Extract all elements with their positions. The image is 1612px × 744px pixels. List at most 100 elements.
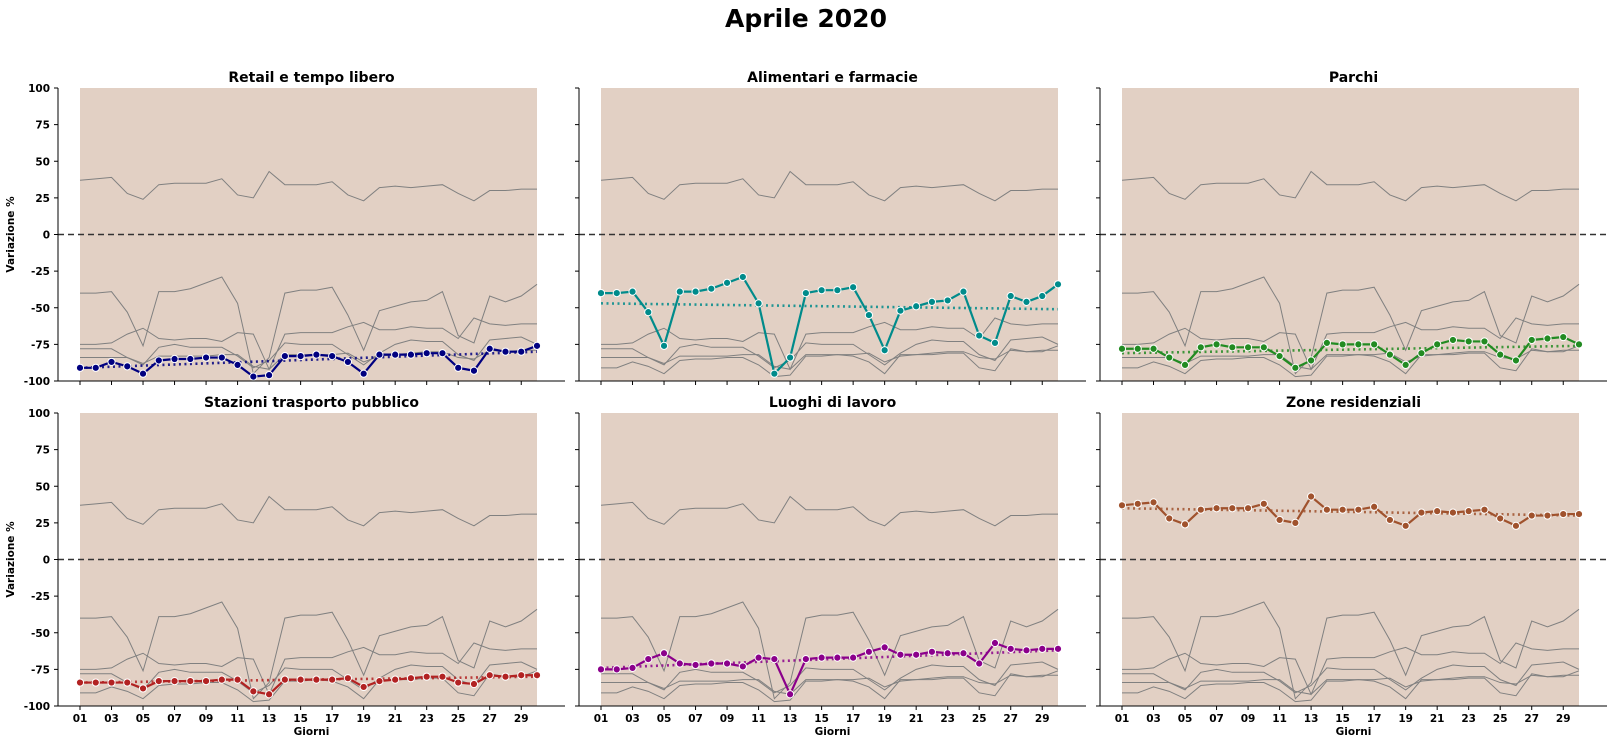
data-point <box>990 338 1000 348</box>
data-point <box>1053 644 1063 653</box>
data-point <box>1038 291 1047 301</box>
x-axis-label: Giorni <box>1336 726 1372 738</box>
data-point <box>786 690 795 699</box>
context-line-2 <box>80 276 538 375</box>
x-tick-label: 01 <box>73 713 88 725</box>
context-line-4 <box>601 349 1058 370</box>
data-point <box>501 672 510 681</box>
context-line-6 <box>600 170 1058 202</box>
subplot-3: Parchi <box>1096 70 1607 385</box>
trend-line <box>79 350 538 370</box>
data-point <box>596 665 606 674</box>
data-point <box>1212 504 1221 513</box>
y-tick-label: 25 <box>35 193 50 205</box>
x-tick-label: 25 <box>451 713 466 725</box>
y-tick-label: 100 <box>28 83 50 95</box>
data-point <box>896 650 905 659</box>
data-point <box>738 662 747 671</box>
data-point <box>201 353 211 362</box>
data-point <box>123 678 132 687</box>
data-point <box>107 678 116 687</box>
data-point <box>1022 646 1031 655</box>
trend-line <box>600 302 1059 311</box>
y-tick-label: 75 <box>35 120 50 132</box>
data-point <box>628 663 637 673</box>
data-point <box>485 344 494 353</box>
x-tick-label: 01 <box>1115 713 1130 725</box>
data-point <box>1259 343 1268 352</box>
subplot-2: Alimentari e farmacie <box>575 70 1086 385</box>
data-point <box>912 302 921 311</box>
data-point <box>1053 280 1063 289</box>
context-line-5 <box>1122 642 1579 696</box>
data-point <box>675 287 684 296</box>
x-tick-label: 21 <box>909 713 924 725</box>
context-line-6 <box>1121 170 1579 202</box>
y-axis-label: Variazione % <box>5 521 17 598</box>
data-point <box>975 659 984 668</box>
data-point <box>1243 504 1253 513</box>
trend-line <box>1121 344 1580 355</box>
data-point <box>391 675 400 684</box>
data-point <box>1354 505 1363 514</box>
subplot-1: -100 -75 -50 -25 0 25 50 75 100 Retail e tempo li… <box>5 70 565 388</box>
x-tick-label: 05 <box>1178 713 1193 725</box>
data-point <box>1291 518 1300 527</box>
data-point <box>801 655 810 664</box>
data-point <box>943 649 952 658</box>
x-tick-label: 09 <box>1241 713 1256 725</box>
data-point <box>975 331 984 340</box>
trend-line <box>79 675 538 684</box>
x-tick-label: 13 <box>262 713 277 725</box>
data-point <box>343 357 352 367</box>
subplot-title: Stazioni trasporto pubblico <box>204 395 419 411</box>
data-point <box>691 287 700 296</box>
data-point <box>1574 509 1584 519</box>
data-point <box>1496 350 1505 359</box>
x-tick-label: 21 <box>388 713 403 725</box>
data-point <box>406 674 416 683</box>
data-point <box>1006 644 1015 653</box>
data-point <box>1543 511 1552 520</box>
data-point <box>1228 343 1237 352</box>
trend-line <box>1121 506 1580 517</box>
data-point <box>328 675 337 684</box>
x-tick-label: 15 <box>293 713 308 725</box>
y-tick-label: -75 <box>31 664 50 676</box>
data-point <box>328 351 337 361</box>
x-tick-label: 01 <box>594 713 609 725</box>
data-point <box>280 351 289 361</box>
data-point <box>154 676 163 686</box>
data-point <box>107 357 116 367</box>
x-tick-label: 27 <box>482 713 497 725</box>
data-point <box>1243 343 1253 352</box>
data-point <box>628 287 637 296</box>
data-point <box>1401 360 1410 369</box>
data-point <box>170 676 179 686</box>
x-tick-label: 23 <box>1461 713 1476 725</box>
data-point <box>659 341 669 350</box>
data-point <box>1133 499 1142 508</box>
data-point <box>644 308 653 317</box>
data-point <box>1464 507 1473 516</box>
x-tick-label: 29 <box>1556 713 1571 725</box>
y-tick-label: -75 <box>31 339 50 351</box>
y-tick-label: -100 <box>24 376 50 388</box>
subplot-title: Luoghi di lavoro <box>769 395 897 411</box>
data-point <box>770 369 779 378</box>
data-point <box>233 360 242 369</box>
data-point <box>359 682 368 692</box>
x-tick-label: 05 <box>136 713 151 725</box>
data-point <box>644 655 653 664</box>
data-point <box>265 371 274 380</box>
data-point <box>1338 340 1347 349</box>
context-line-1 <box>601 345 1059 378</box>
subplot-title: Alimentari e farmacie <box>747 70 918 86</box>
subplot-title: Zone residenziali <box>1286 395 1421 411</box>
x-tick-label: 19 <box>1398 713 1413 725</box>
data-point <box>691 660 700 670</box>
x-tick-label: 03 <box>1146 713 1161 725</box>
x-tick-label: 11 <box>230 713 245 725</box>
data-point <box>532 341 542 350</box>
x-tick-label: 27 <box>1003 713 1018 725</box>
